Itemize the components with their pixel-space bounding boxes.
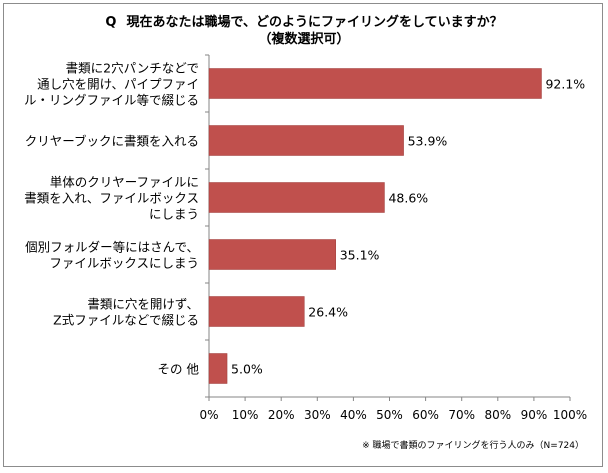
category-label-line: Z式ファイルなどで綴じる bbox=[53, 313, 199, 328]
question-label: Q bbox=[105, 15, 117, 30]
category-label-line: クリヤーブックに書類を入れる bbox=[25, 134, 199, 149]
category-label-line: 単体のクリヤーファイルに bbox=[50, 175, 199, 190]
category-label: クリヤーブックに書類を入れる bbox=[25, 134, 199, 149]
bar bbox=[208, 239, 336, 270]
data-label: 35.1% bbox=[340, 248, 380, 263]
bar bbox=[208, 68, 542, 99]
chart-subtitle: （複数選択可） bbox=[258, 32, 350, 47]
category-label-line: 通し穴を開け、パイプファイ bbox=[37, 77, 199, 92]
category-label-line: 個別フォルダー等にはさんで、 bbox=[25, 240, 199, 255]
x-tick-label: 40% bbox=[340, 408, 367, 422]
category-label: 単体のクリヤーファイルに書類を入れ、ファイルボックスにしまう bbox=[24, 175, 199, 222]
category-label-line: 書類を入れ、ファイルボックス bbox=[24, 191, 199, 206]
category-label-line: ファイルボックスにしまう bbox=[49, 256, 199, 271]
chart-title: Q 現在あなたは職場で、どのようにファイリングをしていますか？ （複数選択可） bbox=[4, 14, 604, 48]
x-tick-label: 100% bbox=[553, 408, 587, 422]
x-tick-label: 50% bbox=[376, 408, 403, 422]
bar bbox=[208, 182, 385, 213]
x-tick-label: 30% bbox=[304, 408, 331, 422]
category-label: 個別フォルダー等にはさんで、ファイルボックスにしまう bbox=[25, 240, 199, 271]
data-label: 26.4% bbox=[308, 305, 348, 320]
x-tick-label: 60% bbox=[412, 408, 439, 422]
x-tick-label: 20% bbox=[268, 408, 295, 422]
x-tick-label: 0% bbox=[199, 408, 218, 422]
bar bbox=[208, 125, 404, 156]
data-label: 48.6% bbox=[388, 191, 428, 206]
data-label: 92.1% bbox=[545, 77, 585, 92]
data-label: 53.9% bbox=[408, 134, 448, 149]
x-tick-label: 80% bbox=[484, 408, 511, 422]
bar bbox=[208, 353, 228, 384]
x-tick-label: 10% bbox=[232, 408, 259, 422]
category-label-line: その 他 bbox=[158, 362, 200, 377]
category-label: 書類に2穴パンチなどで通し穴を開け、パイプファイル・リングファイル等で綴じる bbox=[24, 61, 199, 108]
question-text: 現在あなたは職場で、どのようにファイリングをしていますか？ bbox=[126, 15, 503, 30]
category-label-line: 書類に穴を開けず、 bbox=[87, 297, 199, 312]
category-label-line: ル・リングファイル等で綴じる bbox=[24, 93, 199, 108]
data-label: 5.0% bbox=[231, 362, 263, 377]
x-tick-label: 70% bbox=[448, 408, 475, 422]
footnote: ※ 職場で書類のファイリングを行う人のみ（N=724） bbox=[362, 441, 584, 451]
category-label: 書類に穴を開けず、 Z式ファイルなどで綴じる bbox=[53, 297, 199, 328]
x-tick-label: 90% bbox=[521, 408, 548, 422]
bar bbox=[208, 296, 305, 327]
category-label-line: 書類に2穴パンチなどで bbox=[66, 61, 199, 76]
category-label: その 他 bbox=[158, 362, 200, 377]
category-label-line: にしまう bbox=[149, 207, 199, 222]
